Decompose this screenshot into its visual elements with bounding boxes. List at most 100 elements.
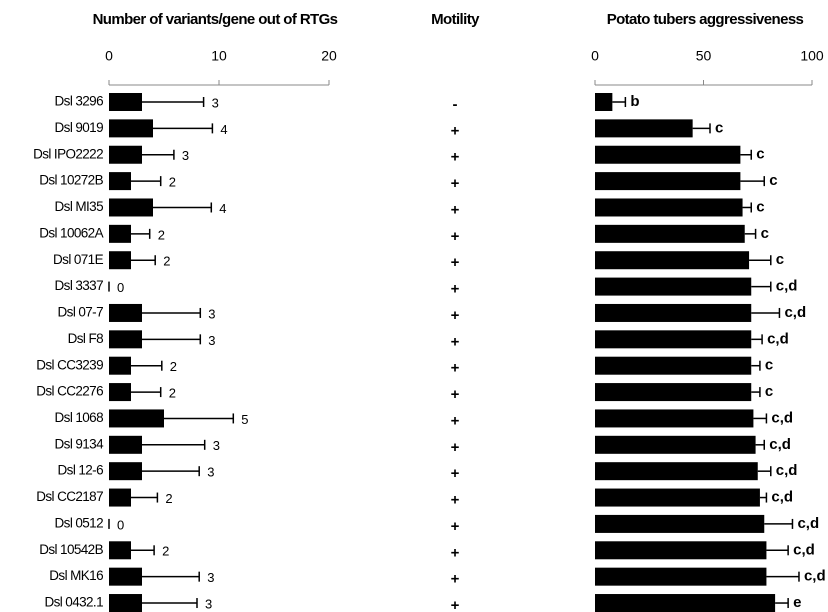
bar <box>109 356 131 375</box>
motility-value: + <box>451 439 460 456</box>
x-tick-label: 0 <box>105 48 113 64</box>
category-label: Dsl IPO2222 <box>33 146 103 161</box>
value-label: 3 <box>207 465 214 480</box>
motility-value: + <box>451 122 460 139</box>
x-tick-label: 100 <box>800 48 824 64</box>
category-label: Dsl CC2276 <box>36 384 103 399</box>
x-tick-label: 50 <box>696 48 712 64</box>
significance-letter: c,d <box>793 541 815 558</box>
value-label: 3 <box>208 333 215 348</box>
category-label: Dsl 07-7 <box>58 305 104 320</box>
bar <box>109 145 142 164</box>
bar <box>109 172 131 191</box>
bar <box>595 356 752 375</box>
motility-value: + <box>451 544 460 561</box>
bar <box>595 514 765 533</box>
value-label: 2 <box>170 359 177 374</box>
value-label: 0 <box>117 517 124 532</box>
motility-value: + <box>451 281 460 298</box>
bar <box>595 303 752 322</box>
significance-letter: e <box>793 594 801 611</box>
category-label: Dsl CC2187 <box>36 489 103 504</box>
category-label: Dsl 12-6 <box>58 463 104 478</box>
significance-letter: c <box>756 198 764 215</box>
significance-letter: c,d <box>767 330 789 347</box>
category-label: Dsl 071E <box>53 252 104 267</box>
motility-value: + <box>451 254 460 271</box>
motility-value: + <box>451 307 460 324</box>
motility-value: + <box>451 333 460 350</box>
bar <box>595 172 741 191</box>
bar <box>109 224 131 243</box>
bar <box>595 541 767 560</box>
value-label: 2 <box>165 491 172 506</box>
motility-value: + <box>451 492 460 509</box>
significance-letter: c <box>765 357 773 374</box>
chart-title: Number of variants/gene out of RTGs <box>93 11 338 28</box>
significance-letter: c <box>769 172 777 189</box>
value-label: 2 <box>169 386 176 401</box>
significance-letter: c,d <box>776 462 798 479</box>
bar <box>595 435 756 454</box>
significance-letter: c,d <box>804 568 826 585</box>
value-label: 5 <box>241 412 248 427</box>
motility-value: - <box>453 96 458 113</box>
category-label: Dsl 1068 <box>55 410 104 425</box>
bar <box>595 277 752 296</box>
category-label: Dsl F8 <box>68 331 103 346</box>
bar <box>595 594 776 612</box>
significance-letter: c <box>765 383 773 400</box>
motility-value: + <box>451 571 460 588</box>
bar <box>109 119 153 138</box>
motility-value: + <box>451 201 460 218</box>
bar <box>109 541 131 560</box>
significance-letter: c,d <box>776 278 798 295</box>
bar <box>595 119 693 138</box>
motility-value: + <box>451 597 460 612</box>
significance-letter: c,d <box>769 436 791 453</box>
bar <box>109 488 131 507</box>
value-label: 3 <box>212 95 219 110</box>
motility-value: + <box>451 228 460 245</box>
bar <box>595 409 754 428</box>
value-label: 3 <box>208 306 215 321</box>
category-label: Dsl 0512 <box>55 515 104 530</box>
significance-letter: c <box>761 225 769 242</box>
significance-letter: c <box>756 146 764 163</box>
bar <box>595 251 750 270</box>
significance-letter: c,d <box>771 409 793 426</box>
bar <box>109 462 142 481</box>
significance-letter: c <box>776 251 784 268</box>
value-label: 3 <box>205 596 212 611</box>
column-title: Motility <box>431 11 480 28</box>
significance-letter: b <box>630 93 639 110</box>
value-label: 3 <box>182 148 189 163</box>
bar <box>595 567 767 586</box>
bar <box>109 303 142 322</box>
bar <box>595 330 752 349</box>
category-label: Dsl 3337 <box>55 278 104 293</box>
motility-value: + <box>451 175 460 192</box>
category-label: Dsl 9019 <box>55 120 104 135</box>
bar <box>595 383 752 402</box>
motility-value: + <box>451 412 460 429</box>
category-label: Dsl CC3239 <box>36 357 103 372</box>
category-label: Dsl 0432.1 <box>44 595 103 610</box>
category-label: Dsl 3296 <box>55 94 104 109</box>
category-label: Dsl MI35 <box>55 199 104 214</box>
category-label: Dsl 10062A <box>39 225 103 240</box>
category-label: Dsl MK16 <box>49 568 103 583</box>
motility-value: + <box>451 518 460 535</box>
bar <box>109 330 142 349</box>
value-label: 2 <box>169 175 176 190</box>
bar <box>595 488 760 507</box>
bar <box>109 251 131 270</box>
value-label: 2 <box>163 254 170 269</box>
significance-letter: c <box>715 119 723 136</box>
significance-letter: c,d <box>771 489 793 506</box>
significance-letter: c,d <box>784 304 806 321</box>
x-tick-label: 20 <box>321 48 337 64</box>
value-label: 4 <box>219 201 226 216</box>
bar <box>109 594 142 612</box>
significance-letter: c,d <box>797 515 819 532</box>
